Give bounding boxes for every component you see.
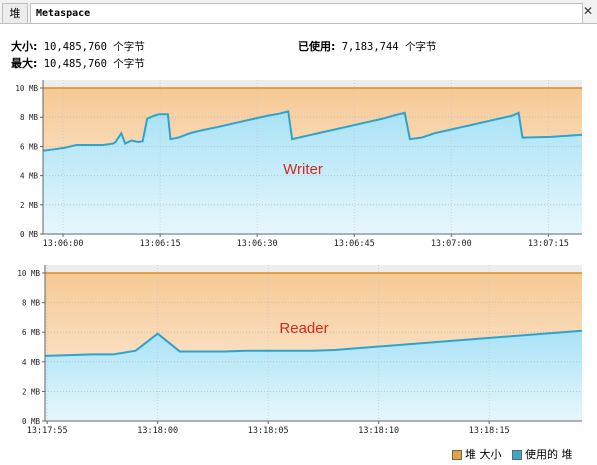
max-label: 最大: — [11, 57, 38, 70]
size-value: 10,485,760 个字节 — [43, 41, 145, 53]
x-tick-label: 13:06:00 — [43, 239, 84, 249]
tab-heap[interactable]: 堆 — [2, 3, 28, 23]
tab-bar: 堆 Metaspace ✕ — [0, 0, 597, 24]
x-tick-label: 13:07:00 — [431, 239, 472, 249]
y-tick-label: 10 MB — [17, 269, 40, 278]
used-label: 已使用: — [298, 40, 336, 53]
y-tick-label: 8 MB — [20, 113, 39, 122]
y-tick-label: 4 MB — [20, 172, 39, 181]
y-tick-label: 0 MB — [20, 230, 39, 239]
heap-max-row: 最大: 10,485,760 个字节 — [11, 55, 145, 71]
y-tick-label: 2 MB — [22, 387, 41, 396]
heap-size-row: 大小: 10,485,760 个字节 — [11, 38, 145, 54]
used-heap-area — [45, 330, 582, 421]
max-value: 10,485,760 个字节 — [43, 58, 145, 70]
y-tick-label: 6 MB — [20, 142, 39, 151]
y-tick-label: 4 MB — [22, 358, 41, 367]
used-heap-area — [43, 111, 582, 234]
x-tick-label: 13:07:15 — [528, 239, 569, 249]
x-tick-label: 13:18:10 — [358, 426, 399, 436]
chart-legend: 堆 大小 使用的 堆 — [452, 446, 573, 462]
y-tick-label: 8 MB — [22, 299, 41, 308]
reader-heap-chart: 0 MB 2 MB 4 MB 6 MB 8 MB 10 MB 13:17:55 13:18:0… — [17, 265, 583, 436]
chart-annotation: Writer — [283, 161, 323, 178]
y-tick-label: 2 MB — [20, 201, 39, 210]
heap-used-row: 已使用: 7,183,744 个字节 — [298, 38, 436, 54]
x-tick-label: 13:18:15 — [469, 426, 510, 436]
used-heap-line — [42, 110, 583, 152]
used-value: 7,183,744 个字节 — [341, 41, 437, 53]
y-tick-label: 0 MB — [22, 417, 41, 426]
used-heap-line — [44, 329, 583, 357]
legend-swatch-size — [452, 450, 462, 460]
legend-label-used: 使用的 堆 — [525, 448, 573, 461]
size-label: 大小: — [11, 40, 38, 53]
y-tick-label: 6 MB — [22, 328, 41, 337]
x-tick-label: 13:18:05 — [248, 426, 289, 436]
x-tick-label: 13:06:30 — [237, 239, 278, 249]
legend-label-size: 堆 大小 — [465, 448, 502, 461]
y-tick-label: 10 MB — [15, 84, 38, 93]
x-tick-label: 13:06:45 — [334, 239, 375, 249]
x-tick-label: 13:18:00 — [137, 426, 178, 436]
tab-metaspace[interactable]: Metaspace — [30, 3, 583, 23]
writer-heap-chart: 0 MB 2 MB 4 MB 6 MB 8 MB 10 MB 13:06:00 13:06:1… — [15, 80, 583, 249]
legend-swatch-used — [512, 450, 522, 460]
x-tick-label: 13:06:15 — [140, 239, 181, 249]
x-tick-label: 13:17:55 — [27, 426, 68, 436]
chart-annotation: Reader — [279, 320, 328, 337]
close-icon[interactable]: ✕ — [582, 4, 593, 18]
